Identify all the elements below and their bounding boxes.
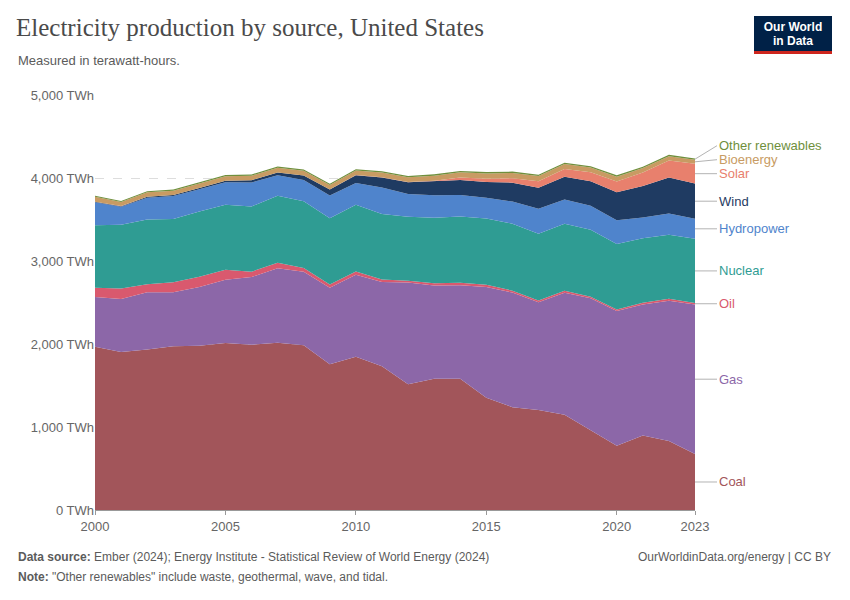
svg-text:Solar: Solar — [719, 166, 750, 181]
svg-text:4,000 TWh: 4,000 TWh — [31, 171, 94, 186]
svg-text:0 TWh: 0 TWh — [56, 503, 94, 518]
svg-text:Measured in terawatt-hours.: Measured in terawatt-hours. — [18, 53, 180, 68]
svg-text:2020: 2020 — [602, 519, 631, 534]
svg-text:Wind: Wind — [719, 194, 749, 209]
svg-text:5,000 TWh: 5,000 TWh — [31, 88, 94, 103]
html-text:Our World in Data: Our World in Data — [763, 20, 823, 48]
svg-text:Hydropower: Hydropower — [719, 221, 790, 236]
svg-text:2,000 TWh: 2,000 TWh — [31, 337, 94, 352]
svg-text:Coal: Coal — [719, 474, 746, 489]
svg-text:OurWorldinData.org/energy | CC: OurWorldinData.org/energy | CC BY — [638, 550, 831, 564]
svg-text:Note: "Other renewables" inclu: Note: "Other renewables" include waste, … — [18, 570, 388, 584]
svg-text:1,000 TWh: 1,000 TWh — [31, 420, 94, 435]
svg-text:2010: 2010 — [341, 519, 370, 534]
svg-text:Data source: Ember (2024); Ene: Data source: Ember (2024); Energy Instit… — [18, 550, 489, 564]
svg-text:Oil: Oil — [719, 296, 735, 311]
svg-text:2000: 2000 — [81, 519, 110, 534]
svg-text:Gas: Gas — [719, 372, 743, 387]
svg-text:Other renewables: Other renewables — [719, 138, 822, 153]
svg-text:2005: 2005 — [211, 519, 240, 534]
svg-text:Electricity production by sour: Electricity production by source, United… — [16, 14, 484, 41]
svg-text:2023: 2023 — [681, 519, 710, 534]
svg-text:3,000 TWh: 3,000 TWh — [31, 254, 94, 269]
svg-text:Bioenergy: Bioenergy — [719, 152, 778, 167]
svg-text:2015: 2015 — [472, 519, 501, 534]
svg-text:Nuclear: Nuclear — [719, 263, 764, 278]
